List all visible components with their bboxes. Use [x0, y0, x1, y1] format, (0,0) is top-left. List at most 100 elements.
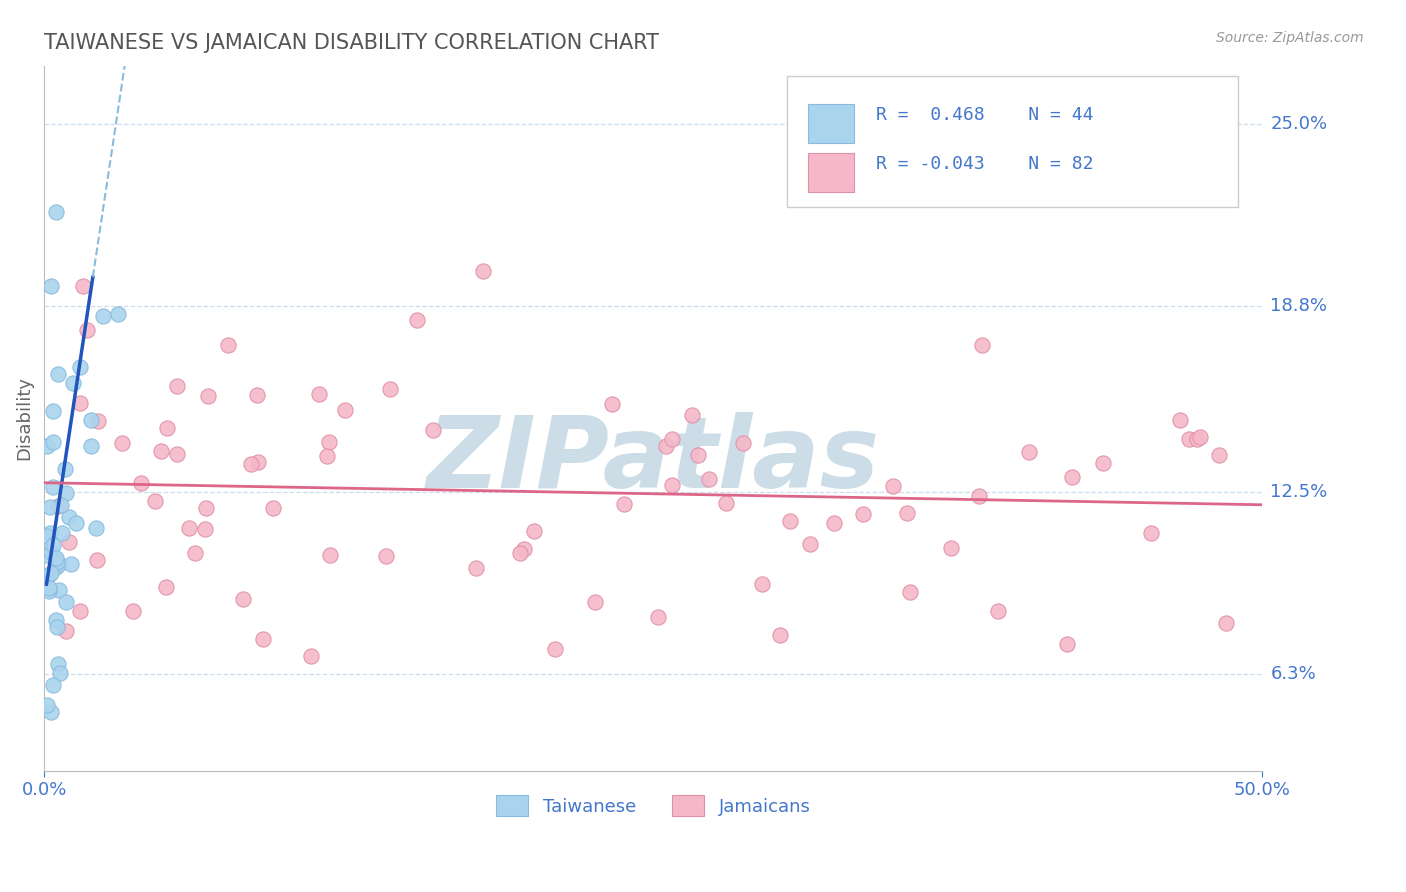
Point — [232, 592, 254, 607]
Point — [513, 541, 536, 556]
Point — [716, 495, 738, 509]
Point — [882, 479, 904, 493]
Point — [155, 580, 177, 594]
Point — [76, 324, 98, 338]
Point — [733, 436, 755, 450]
Point — [38, 582, 60, 596]
Point — [80, 413, 103, 427]
Point — [45, 613, 67, 627]
Point — [1060, 469, 1083, 483]
Text: 12.5%: 12.5% — [1271, 483, 1327, 500]
Point — [1189, 430, 1212, 444]
Point — [150, 444, 173, 458]
FancyBboxPatch shape — [787, 76, 1237, 207]
Point — [87, 414, 110, 428]
Point — [48, 665, 70, 680]
Point — [194, 522, 217, 536]
Point — [35, 528, 58, 542]
Point — [523, 524, 546, 538]
Point — [799, 537, 821, 551]
Point — [1018, 445, 1040, 459]
Point — [217, 338, 239, 352]
Point — [35, 698, 58, 712]
Point — [602, 397, 624, 411]
Point — [35, 440, 58, 454]
Point — [939, 541, 962, 555]
Point — [91, 309, 114, 323]
Point — [42, 538, 65, 552]
Point — [655, 439, 678, 453]
Point — [583, 595, 606, 609]
Text: R =  0.468    N = 44: R = 0.468 N = 44 — [876, 106, 1094, 124]
Point — [898, 585, 921, 599]
Point — [80, 439, 103, 453]
Point — [49, 499, 72, 513]
Point — [166, 379, 188, 393]
Point — [688, 449, 710, 463]
Point — [967, 490, 990, 504]
Point — [46, 499, 69, 513]
Point — [509, 546, 531, 560]
Point — [197, 389, 219, 403]
Text: Source: ZipAtlas.com: Source: ZipAtlas.com — [1216, 31, 1364, 45]
Point — [45, 560, 67, 574]
Point — [86, 553, 108, 567]
Point — [62, 376, 84, 391]
Point — [987, 603, 1010, 617]
Text: R = -0.043    N = 82: R = -0.043 N = 82 — [876, 155, 1094, 173]
Point — [69, 604, 91, 618]
Legend: Taiwanese, Jamaicans: Taiwanese, Jamaicans — [486, 786, 820, 825]
Point — [247, 455, 270, 469]
Text: 25.0%: 25.0% — [1271, 115, 1327, 133]
Point — [316, 449, 339, 463]
Point — [751, 577, 773, 591]
Point — [38, 584, 60, 599]
Point — [48, 558, 70, 572]
Point — [308, 387, 330, 401]
Point — [35, 548, 58, 562]
Point — [39, 545, 62, 559]
Point — [60, 557, 83, 571]
Point — [46, 657, 69, 672]
Point — [1056, 637, 1078, 651]
FancyBboxPatch shape — [808, 103, 853, 143]
Point — [55, 624, 77, 638]
Point — [122, 604, 145, 618]
Point — [46, 367, 69, 381]
Point — [55, 486, 77, 500]
Point — [544, 642, 567, 657]
Point — [769, 627, 792, 641]
Point — [42, 404, 65, 418]
Point — [53, 461, 76, 475]
Point — [970, 337, 993, 351]
Text: 6.3%: 6.3% — [1271, 665, 1316, 682]
Point — [464, 561, 486, 575]
Point — [1185, 432, 1208, 446]
FancyBboxPatch shape — [808, 153, 853, 193]
Point — [69, 360, 91, 375]
Point — [41, 678, 63, 692]
Point — [661, 433, 683, 447]
Point — [318, 434, 340, 449]
Point — [41, 278, 63, 293]
Point — [405, 312, 427, 326]
Point — [69, 395, 91, 409]
Point — [195, 501, 218, 516]
Point — [39, 500, 62, 514]
Point — [179, 521, 201, 535]
Point — [1208, 448, 1230, 462]
Point — [107, 307, 129, 321]
Point — [46, 620, 69, 634]
Point — [72, 278, 94, 293]
Point — [1178, 432, 1201, 446]
Point — [58, 510, 80, 524]
Point — [38, 568, 60, 582]
Point — [41, 705, 63, 719]
Point — [45, 551, 67, 566]
Point — [1091, 456, 1114, 470]
Point — [45, 555, 67, 569]
Point — [39, 526, 62, 541]
Point — [681, 409, 703, 423]
Point — [1139, 525, 1161, 540]
Point — [143, 493, 166, 508]
